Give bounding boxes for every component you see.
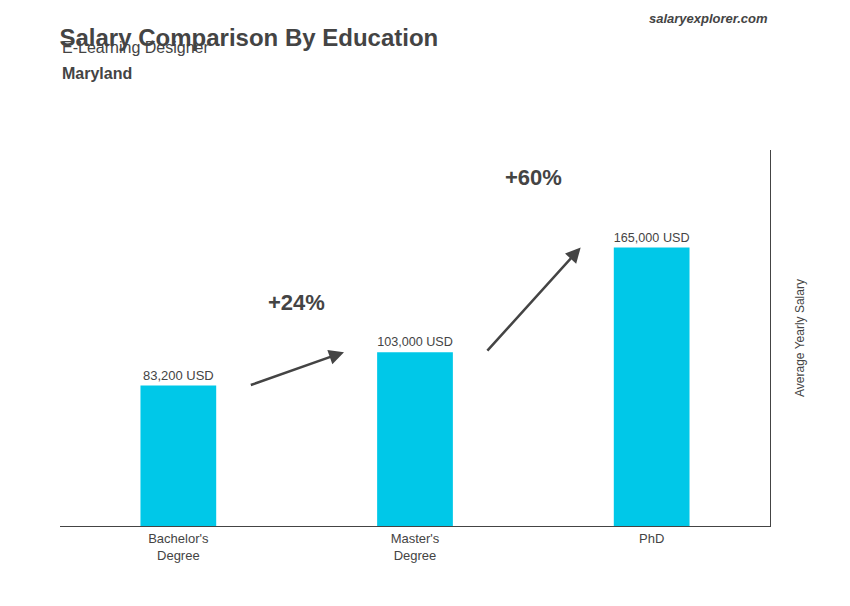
svg-text:Average Yearly Salary: Average Yearly Salary	[793, 279, 807, 397]
svg-text:165,000 USD: 165,000 USD	[614, 231, 690, 245]
svg-text:83,200 USD: 83,200 USD	[143, 368, 214, 383]
svg-text:Maryland: Maryland	[62, 65, 132, 82]
svg-text:Bachelor'sDegree: Bachelor'sDegree	[148, 531, 209, 563]
svg-text:+24%: +24%	[268, 290, 325, 315]
svg-text:Salary Comparison By Education: Salary Comparison By Education	[60, 24, 439, 51]
svg-text:E-Learning Designer: E-Learning Designer	[62, 39, 209, 56]
svg-text:salaryexplorer.com: salaryexplorer.com	[649, 11, 768, 26]
svg-text:PhD: PhD	[639, 531, 664, 546]
svg-text:+60%: +60%	[505, 165, 562, 190]
svg-text:103,000 USD: 103,000 USD	[377, 335, 453, 349]
svg-text:Master'sDegree: Master'sDegree	[391, 531, 440, 563]
